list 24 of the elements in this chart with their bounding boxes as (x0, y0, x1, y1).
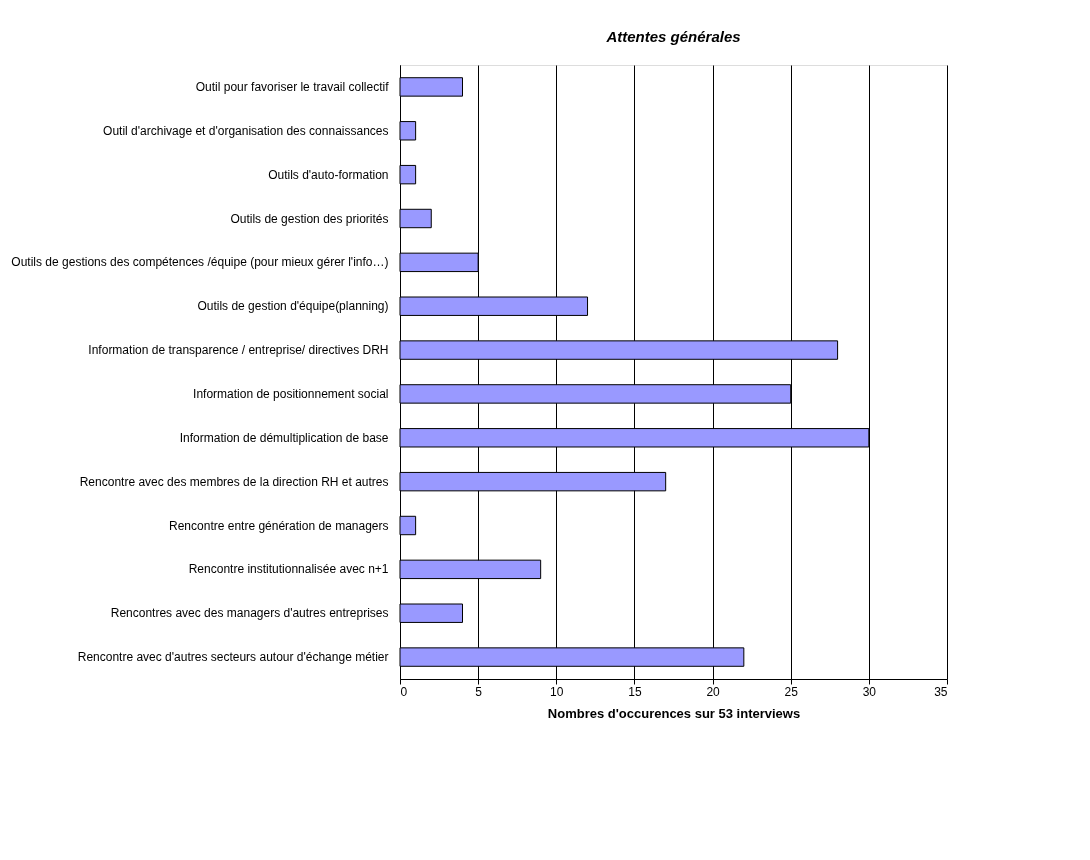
y-tick-label: Information de démultiplication de base (179, 430, 389, 445)
x-axis-title: Nombres d'occurences sur 53 interviews (547, 705, 801, 721)
y-tick-label: Rencontres avec des managers d'autres entreprises (110, 606, 389, 621)
x-tick-label: 25 (784, 684, 799, 699)
y-tick-label: Rencontre avec d'autres secteurs autour d'échange métier (77, 650, 389, 665)
y-tick-label: Outil pour favoriser le travail collectif (195, 79, 390, 94)
y-tick-label: Outils de gestion d'équipe(planning) (197, 299, 389, 314)
x-tick-label: 15 (628, 684, 642, 699)
y-tick-label: Outils de gestion des priorités (230, 211, 389, 226)
y-tick-label: Information de positionnement social (193, 386, 389, 401)
y-tick-label: Outils d'auto-formation (268, 167, 389, 182)
x-tick-label: 35 (934, 684, 948, 699)
x-tick-label: 30 (862, 684, 877, 699)
y-tick-label: Outil d'archivage et d'organisation des connaissances (103, 123, 389, 138)
y-tick-label: Rencontre entre génération de managers (169, 518, 389, 533)
x-tick-label: 5 (475, 684, 483, 699)
y-tick-label: Rencontre institutionnalisée avec n+1 (188, 562, 389, 577)
y-tick-label: Outils de gestions des compétences /équipe (pour mieux gérer l'info…) (11, 255, 389, 270)
x-tick-label: 0 (400, 684, 408, 699)
y-tick-label: Information de transparence / entreprise/ directives DRH (88, 343, 389, 358)
chart-title: Attentes générales (605, 28, 741, 45)
y-tick-label: Rencontre avec des membres de la direction RH et autres (79, 474, 389, 489)
x-tick-label: 10 (550, 684, 564, 699)
x-tick-label: 20 (706, 684, 721, 699)
